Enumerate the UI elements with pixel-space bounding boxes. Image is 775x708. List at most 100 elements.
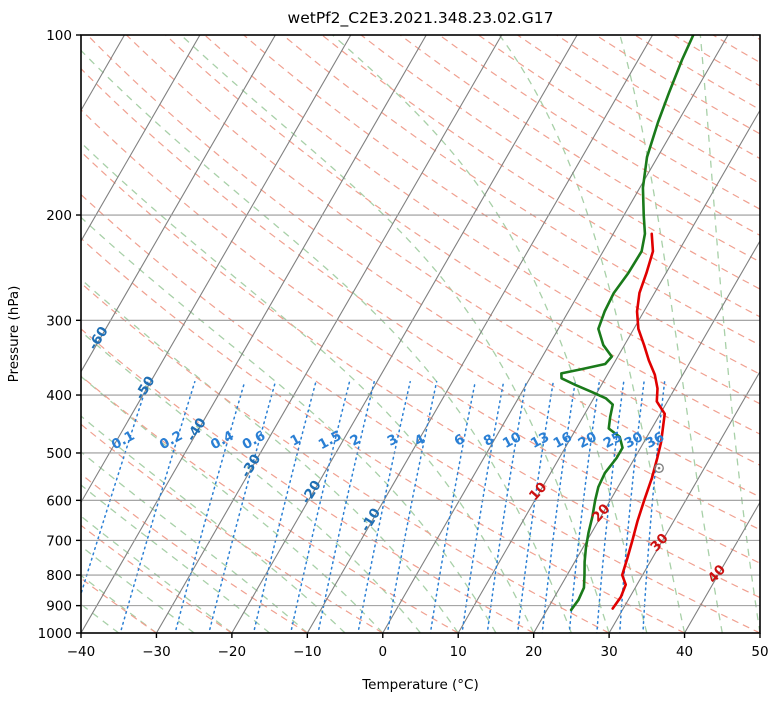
dry-adiabat-line — [595, 35, 760, 135]
dry-adiabat-line — [321, 35, 760, 318]
x-tick-label: 0 — [378, 644, 387, 660]
dry-adiabat-line — [81, 328, 534, 633]
y-tick-label: 800 — [46, 568, 72, 584]
x-tick-label: 10 — [450, 644, 467, 660]
isotherm-line — [306, 35, 654, 633]
dry-adiabat-line — [81, 109, 760, 564]
mixing-ratio-line — [174, 380, 246, 633]
dry-adiabat-line — [204, 35, 760, 405]
x-tick-label: 30 — [601, 644, 618, 660]
dry-adiabat-line — [81, 193, 760, 633]
lcl-marker-dot — [657, 466, 661, 470]
y-tick-label: 700 — [46, 533, 72, 549]
isotherms-layer — [81, 35, 760, 633]
dry-adiabat-line — [360, 35, 760, 290]
right-isotherm-label: 20 — [589, 501, 613, 526]
mixing-ratio-label: 0.6 — [240, 428, 269, 453]
moist-adiabat-line — [81, 574, 157, 633]
moist-adiabat-line — [81, 375, 384, 633]
lcl-marker — [654, 463, 664, 474]
dry-adiabat-line — [81, 577, 157, 633]
y-tick-label: 100 — [46, 28, 72, 44]
moist-adiabat-line — [81, 451, 308, 633]
isotherm-line — [231, 35, 578, 633]
x-tick-label: 40 — [676, 644, 693, 660]
x-axis-label: Temperature (°C) — [361, 677, 479, 693]
moist-adiabat-line — [81, 515, 233, 633]
moist-adiabat-line — [81, 330, 422, 633]
dry-adiabat-line — [165, 35, 760, 435]
mixing-ratio-line — [461, 380, 505, 633]
mixing-ratio-label: 0.4 — [208, 428, 237, 453]
moist-adiabat-line — [179, 35, 610, 633]
mixing-ratio-line — [642, 380, 666, 633]
axes-frame-layer — [80, 34, 761, 634]
dry-adiabat-line — [81, 67, 760, 531]
dry-adiabat-line — [81, 150, 760, 599]
moist-adiabat-line — [699, 35, 760, 633]
moist-adiabat-line — [81, 545, 195, 633]
x-tick-label: −20 — [218, 644, 247, 660]
moist-adiabat-line — [81, 484, 271, 633]
isotherm-line — [81, 35, 427, 633]
moist-adiabat-line — [81, 216, 497, 633]
mixing-ratio-label: 13 — [528, 429, 552, 452]
y-tick-label: 900 — [46, 599, 72, 615]
mixing-ratio-label: 16 — [551, 429, 575, 452]
y-axis-label: Pressure (hPa) — [6, 286, 22, 383]
lcl-marker-layer — [654, 463, 664, 474]
mixing-ratio-label: 10 — [500, 429, 524, 452]
mixing-ratio-label: 0.2 — [157, 428, 186, 453]
right-isotherm-label: 40 — [705, 562, 729, 587]
sounding-curve-temperature — [611, 232, 667, 610]
axis-ticks-layer: −40 −30 −20 −10 0 10 20 30 40 50 100 200 300 400 500 60… — [38, 28, 769, 660]
plot-frame — [80, 34, 761, 634]
isotherm-line — [533, 239, 760, 633]
y-tick-label: 400 — [46, 388, 72, 404]
isotherm-line — [759, 631, 760, 633]
y-tick-label: 300 — [46, 313, 72, 329]
mixing-ratio-line — [317, 380, 375, 633]
mixing-ratio-line — [357, 380, 411, 633]
mixing-ratio-line — [541, 380, 576, 633]
mixing-ratio-label: 30 — [622, 429, 646, 452]
sounding-curve-dewpoint — [560, 35, 695, 612]
x-tick-label: 50 — [751, 644, 768, 660]
isotherm-line — [382, 35, 729, 633]
dry-adiabat-line — [86, 35, 760, 498]
mixing-ratio-line — [386, 380, 438, 633]
mixing-ratio-line — [486, 380, 527, 633]
moist-adiabats-layer — [81, 35, 760, 633]
mixing-ratio-lines-layer — [81, 380, 666, 633]
mixing-ratio-line — [289, 380, 351, 633]
mixing-ratio-label: 36 — [643, 429, 667, 452]
isotherm-line — [81, 35, 276, 373]
chart-title: wetPf2_C2E3.2021.348.23.02.G17 — [288, 9, 554, 28]
y-tick-label: 200 — [46, 208, 72, 224]
dry-adiabat-line — [243, 35, 760, 375]
isotherm-label: -10 — [358, 505, 384, 534]
isotherm-line — [608, 370, 760, 633]
dry-adiabat-line — [81, 282, 610, 633]
isotherm-line — [457, 109, 760, 633]
mixing-ratio-label: 3 — [385, 431, 401, 450]
mixing-ratio-line — [568, 380, 601, 633]
moist-adiabat-line — [81, 141, 535, 633]
isotherm-line — [155, 35, 503, 633]
mixing-ratio-line — [252, 380, 317, 633]
mixing-ratio-line — [208, 380, 277, 633]
mixing-ratio-line — [429, 380, 477, 633]
isotherm-line — [81, 35, 201, 243]
isotherm-label: -60 — [85, 324, 111, 353]
dry-adiabat-line — [81, 375, 459, 633]
isotherm-label: -30 — [238, 451, 264, 480]
moist-adiabat-line — [81, 278, 459, 633]
y-tick-label: 1000 — [38, 626, 72, 642]
y-tick-label: 600 — [46, 493, 72, 509]
mixing-ratio-line — [596, 380, 625, 633]
moist-adiabat-line — [619, 35, 723, 633]
y-tick-label: 500 — [46, 446, 72, 462]
moist-adiabat-line — [81, 49, 572, 633]
dry-adiabat-line — [81, 524, 233, 633]
